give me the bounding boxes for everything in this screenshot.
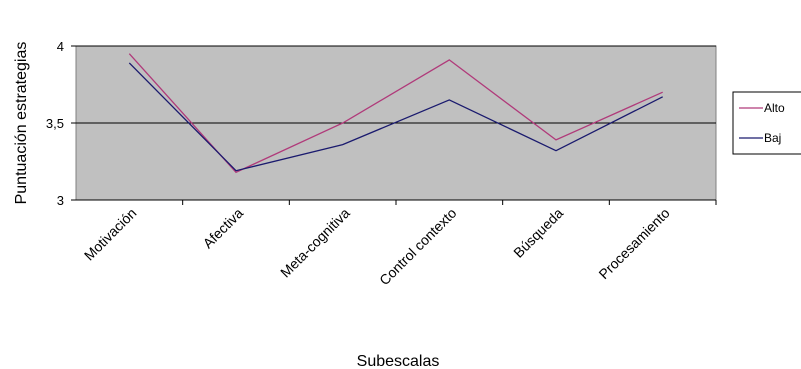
x-category-label: Meta-cognitiva [277, 205, 353, 281]
y-tick-label: 4 [57, 39, 64, 54]
y-axis-title: Puntuación estrategias [13, 42, 30, 205]
x-category-label: Control contexto [376, 205, 460, 289]
x-category-label: Afectiva [200, 205, 247, 252]
x-category-label: Motivación [81, 205, 140, 264]
legend-label: Alto [764, 101, 785, 115]
x-category-label: Búsqueda [510, 205, 566, 261]
legend: Alto Baj [732, 91, 801, 155]
x-axis-title: Subescalas [357, 353, 440, 369]
y-tick-label: 3,5 [46, 116, 64, 131]
x-category-label: Procesamiento [595, 205, 672, 282]
y-tick-label: 3 [57, 193, 64, 208]
series-line-bajo [128, 62, 663, 172]
legend-box [732, 91, 801, 155]
legend-label: Baj [764, 131, 781, 145]
